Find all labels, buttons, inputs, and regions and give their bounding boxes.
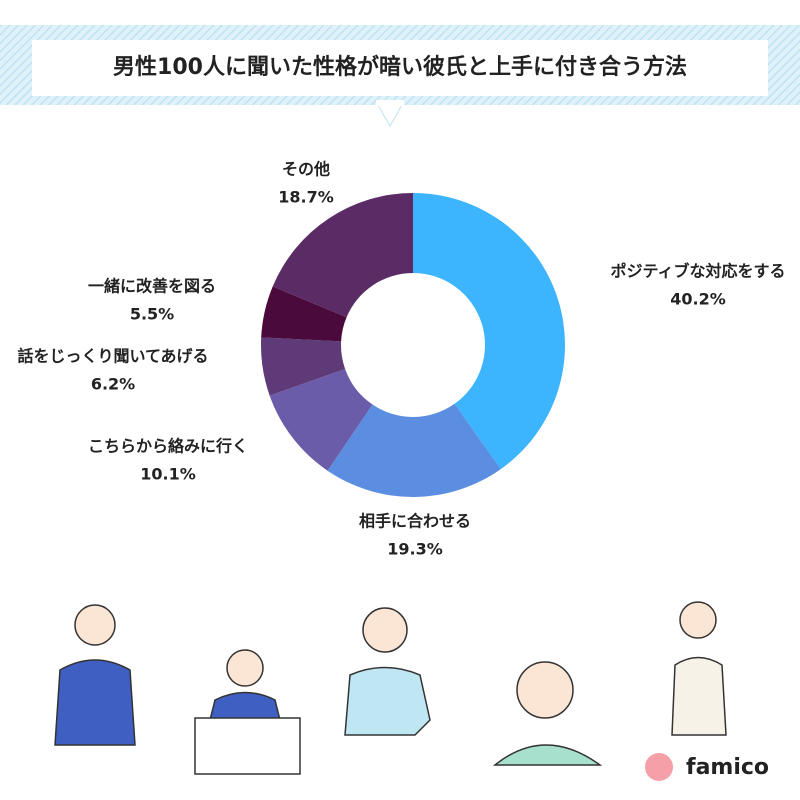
brand-name: famico bbox=[686, 755, 769, 780]
donut-slice bbox=[413, 193, 565, 470]
donut-slice bbox=[261, 286, 347, 342]
title-box bbox=[32, 40, 768, 96]
slice-value-label: 5.5% bbox=[130, 305, 174, 324]
title-pointer-cover bbox=[376, 100, 404, 106]
donut-slice bbox=[272, 193, 413, 318]
slice-value-label: 10.1% bbox=[140, 465, 196, 484]
slice-label: 一緒に改善を図る bbox=[88, 277, 216, 296]
slice-label: ポジティブな対応をする bbox=[610, 262, 785, 281]
donut-slice bbox=[261, 337, 346, 396]
illustrations bbox=[54, 601, 727, 775]
slice-value-label: 40.2% bbox=[670, 290, 726, 309]
slice-value-label: 18.7% bbox=[278, 188, 334, 207]
slice-label: こちらから絡みに行く bbox=[88, 437, 248, 456]
slice-value-label: 19.3% bbox=[387, 540, 443, 559]
slice-label: その他 bbox=[282, 160, 330, 179]
title-pointer bbox=[377, 104, 403, 128]
slice-label: 話をじっくり聞いてあげる bbox=[17, 347, 208, 366]
slice-label: 相手に合わせる bbox=[359, 512, 471, 531]
chart-title: 男性100人に聞いた性格が暗い彼氏と上手に付き合う方法 bbox=[113, 54, 687, 80]
slice-value-label: 6.2% bbox=[91, 375, 135, 394]
donut-slice bbox=[269, 368, 373, 471]
brand-logo bbox=[645, 753, 673, 781]
donut-slice bbox=[327, 403, 501, 497]
